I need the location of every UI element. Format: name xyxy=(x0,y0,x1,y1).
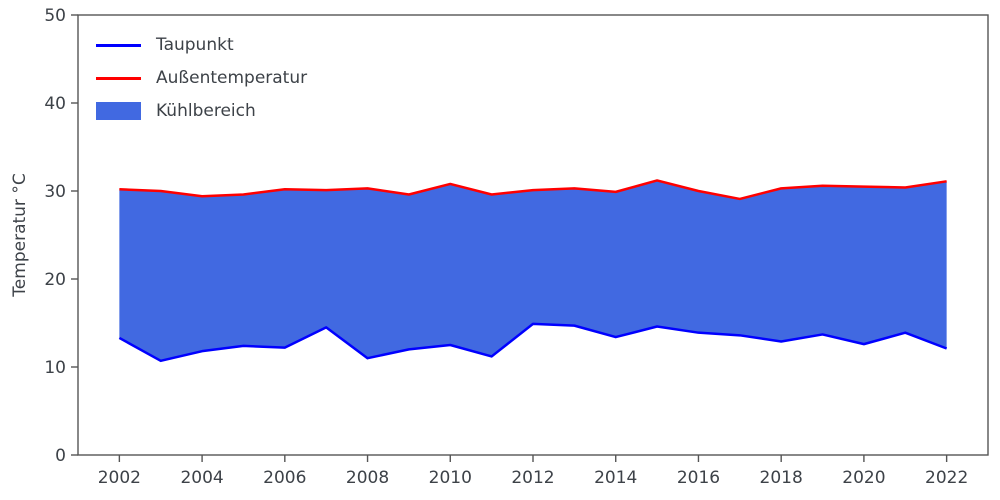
x-tick-label: 2002 xyxy=(98,468,141,488)
line-aussentemperatur xyxy=(119,179,947,201)
aussentemperatur-line-swatch xyxy=(96,76,141,80)
legend-label-kuehlbereich: Kühlbereich xyxy=(156,101,256,121)
x-tick-label: 2006 xyxy=(263,468,306,488)
area-kuehlbereich xyxy=(119,180,947,361)
y-tick-label: 40 xyxy=(44,94,66,114)
x-tick-label: 2014 xyxy=(594,468,637,488)
x-tick-label: 2022 xyxy=(925,468,968,488)
legend-label-taupunkt: Taupunkt xyxy=(156,35,234,55)
y-tick-label: 30 xyxy=(44,182,66,202)
legend-label-aussentemperatur: Außentemperatur xyxy=(156,68,308,88)
line-taupunkt xyxy=(118,322,948,363)
x-tick-label: 2008 xyxy=(346,468,389,488)
x-tick-label: 2012 xyxy=(511,468,554,488)
legend: Taupunkt Außentemperatur Kühlbereich xyxy=(96,34,307,122)
x-tick-label: 2020 xyxy=(842,468,885,488)
x-tick-label: 2018 xyxy=(760,468,803,488)
x-tick-label: 2016 xyxy=(677,468,720,488)
y-tick-label: 50 xyxy=(44,6,66,26)
taupunkt-line-swatch xyxy=(96,43,141,47)
kuehlbereich-area-swatch xyxy=(96,102,141,120)
legend-item-aussentemperatur: Außentemperatur xyxy=(96,67,307,89)
legend-item-kuehlbereich: Kühlbereich xyxy=(96,100,307,122)
x-tick-label: 2004 xyxy=(180,468,223,488)
legend-item-taupunkt: Taupunkt xyxy=(96,34,307,56)
y-tick-label: 20 xyxy=(44,270,66,290)
y-tick-label: 10 xyxy=(44,358,66,378)
y-axis-label: Temperatur °C xyxy=(10,173,30,297)
x-tick-label: 2010 xyxy=(429,468,472,488)
y-tick-label: 0 xyxy=(55,446,66,466)
